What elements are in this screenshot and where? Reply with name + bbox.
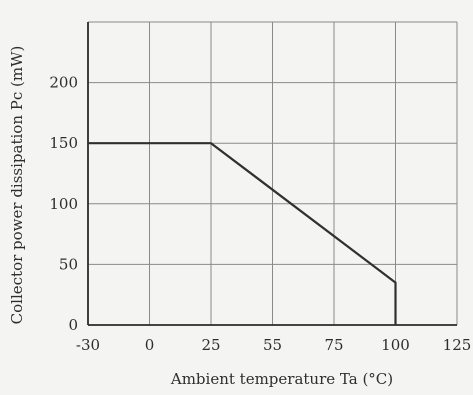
x-tick-label: -30: [76, 336, 100, 354]
x-tick-label: 25: [201, 336, 220, 354]
y-axis-label: Collector power dissipation Pc (mW): [8, 46, 26, 325]
grid-layer: [87, 21, 458, 326]
series-layer: [88, 142, 397, 325]
x-tick-label: 75: [324, 336, 343, 354]
y-tick-label: 200: [49, 74, 78, 92]
y-tick-label: 50: [59, 255, 78, 273]
x-tick-label: 100: [381, 336, 410, 354]
x-tick-label: 0: [145, 336, 155, 354]
x-tick-label: 125: [443, 336, 472, 354]
y-tick-labels: 0 50 100 150 200: [49, 74, 78, 334]
y-tick-label: 150: [49, 134, 78, 152]
x-axis-label: Ambient temperature Ta (°C): [170, 370, 393, 388]
x-tick-labels: -30 0 25 55 75 100 125: [76, 336, 471, 354]
series-line: [88, 142, 397, 325]
y-tick-label: 0: [68, 316, 78, 334]
y-tick-label: 100: [49, 195, 78, 213]
x-tick-label: 55: [263, 336, 282, 354]
